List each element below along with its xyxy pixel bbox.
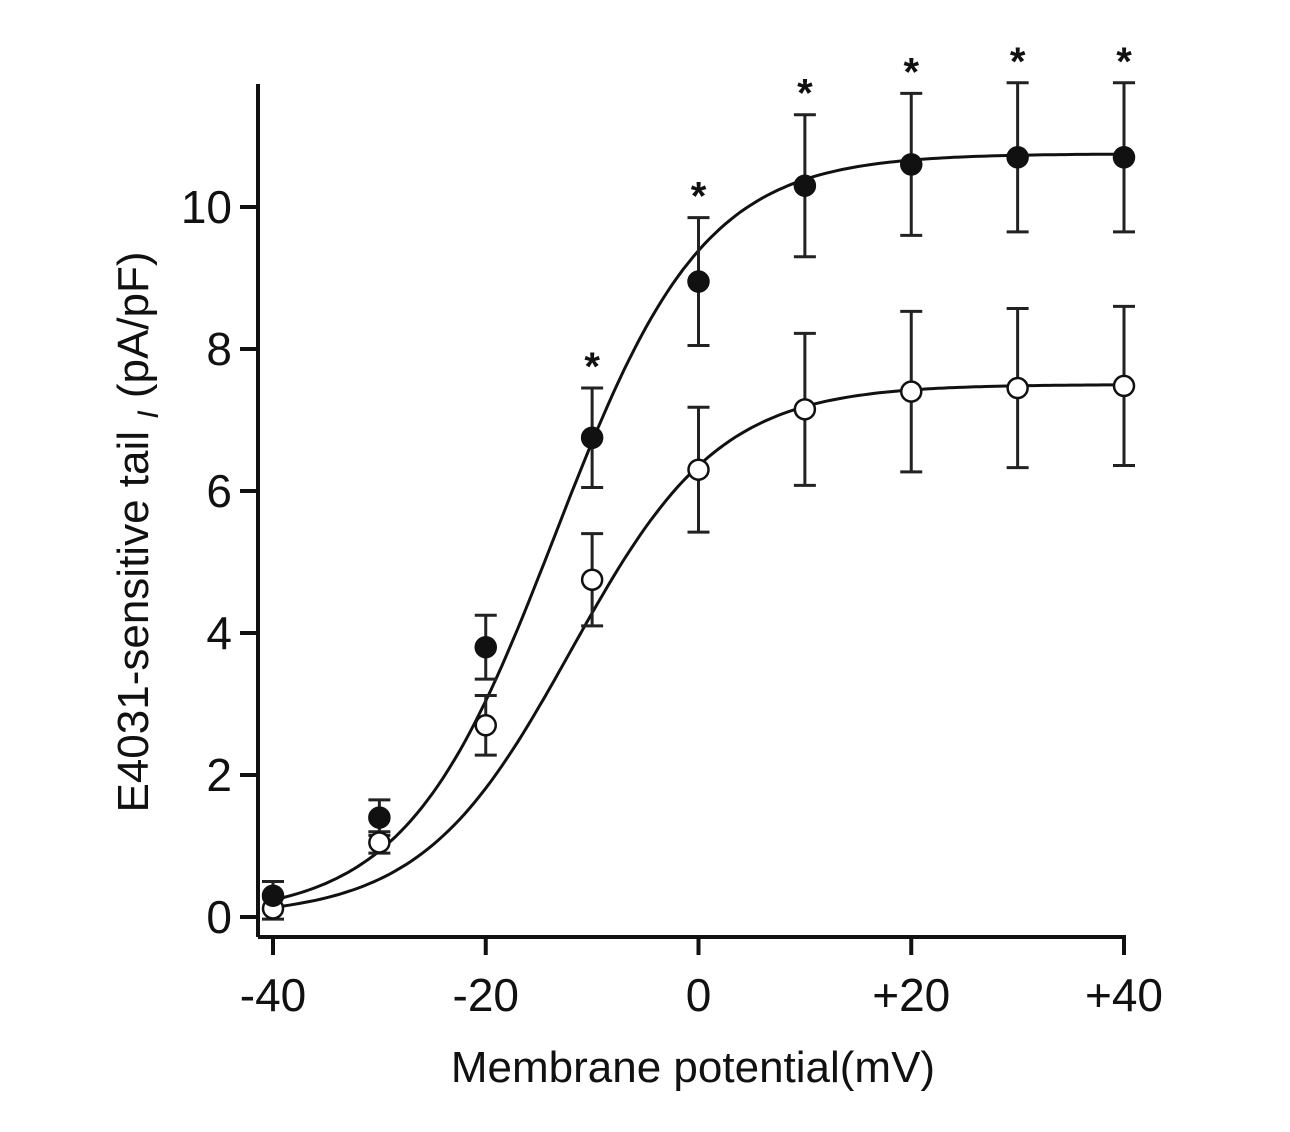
- axes-group: [256, 84, 1126, 939]
- significance-star: *: [691, 175, 707, 219]
- x-tick-label: -20: [453, 969, 519, 1021]
- y-tick-label: 8: [206, 323, 232, 375]
- significance-stars: * * * * * *: [584, 40, 1132, 389]
- significance-star: *: [1010, 40, 1026, 84]
- y-tick-label: 4: [206, 607, 232, 659]
- x-axis-title: Membrane potential(mV): [451, 1043, 935, 1092]
- filled-point: [793, 174, 817, 197]
- filled-point: [1006, 146, 1029, 169]
- x-tick-label: -40: [240, 969, 306, 1021]
- y-axis-title-subscript: I: [132, 410, 165, 418]
- y-tick-label: 6: [206, 465, 232, 517]
- filled-point: [474, 635, 497, 659]
- open-point: [900, 380, 923, 403]
- y-axis-title-main: E4031-sensitive tail: [109, 419, 158, 813]
- significance-star: *: [584, 345, 600, 389]
- significance-star: *: [903, 50, 919, 94]
- open-point: [793, 398, 817, 421]
- x-tick-label: +20: [872, 969, 950, 1021]
- open-point: [687, 458, 710, 481]
- x-tick-label: +40: [1085, 969, 1163, 1021]
- filled-point: [261, 884, 285, 907]
- filled-point: [900, 153, 923, 176]
- significance-star: *: [1116, 40, 1132, 84]
- significance-star: *: [797, 72, 813, 116]
- x-ticks: -40 -20 0 +20 +40: [240, 937, 1163, 1021]
- y-tick-label: 2: [206, 749, 232, 801]
- data-points: [261, 146, 1136, 920]
- open-point: [1006, 376, 1029, 400]
- open-point: [474, 714, 497, 737]
- y-tick-label: 0: [206, 891, 232, 943]
- filled-point: [1112, 146, 1136, 169]
- y-axis-title-unit: (pA/pF): [109, 251, 158, 410]
- filled-point: [580, 426, 604, 449]
- filled-point: [687, 270, 710, 293]
- y-axis-title: E4031-sensitive tail I (pA/pF): [109, 251, 165, 812]
- open-point: [1112, 374, 1136, 398]
- y-ticks: 0 2 4 6 8 10: [181, 181, 258, 943]
- filled-point: [368, 806, 391, 829]
- x-tick-label: 0: [686, 969, 712, 1021]
- open-point: [580, 568, 604, 591]
- open-point: [368, 831, 391, 854]
- y-tick-label: 10: [181, 181, 232, 233]
